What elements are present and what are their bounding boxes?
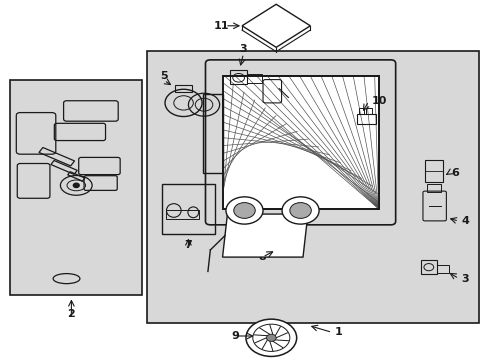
Text: 2: 2	[67, 310, 75, 319]
Circle shape	[282, 197, 319, 224]
Bar	[203, 94, 222, 173]
Text: 11: 11	[213, 21, 228, 31]
Bar	[10, 80, 142, 295]
Circle shape	[266, 334, 276, 341]
Text: 3: 3	[461, 274, 468, 284]
Text: 6: 6	[451, 168, 459, 178]
Text: 9: 9	[231, 331, 239, 341]
Circle shape	[225, 197, 263, 224]
Circle shape	[73, 183, 79, 188]
Text: 8: 8	[258, 252, 266, 262]
Polygon shape	[242, 4, 310, 47]
Bar	[222, 76, 378, 209]
Bar	[161, 184, 215, 234]
Polygon shape	[222, 214, 307, 257]
Text: 3: 3	[239, 44, 247, 54]
Bar	[356, 114, 375, 125]
Bar	[366, 108, 371, 114]
Bar	[165, 211, 198, 220]
Text: 7: 7	[184, 239, 192, 249]
Circle shape	[245, 319, 296, 356]
Text: 4: 4	[461, 216, 468, 226]
Text: 1: 1	[334, 327, 342, 337]
Bar	[358, 108, 364, 114]
Bar	[147, 51, 478, 323]
Text: 10: 10	[370, 96, 386, 106]
Bar	[247, 74, 262, 83]
Bar	[420, 260, 436, 274]
Bar	[174, 85, 192, 92]
Bar	[424, 160, 443, 182]
Bar	[67, 172, 85, 181]
Bar	[426, 184, 440, 192]
Text: 5: 5	[160, 71, 167, 81]
Bar	[229, 70, 247, 84]
Bar	[222, 76, 378, 209]
Circle shape	[233, 203, 255, 219]
Bar	[39, 148, 74, 166]
Bar	[51, 161, 77, 174]
Bar	[436, 265, 448, 273]
Circle shape	[289, 203, 311, 219]
